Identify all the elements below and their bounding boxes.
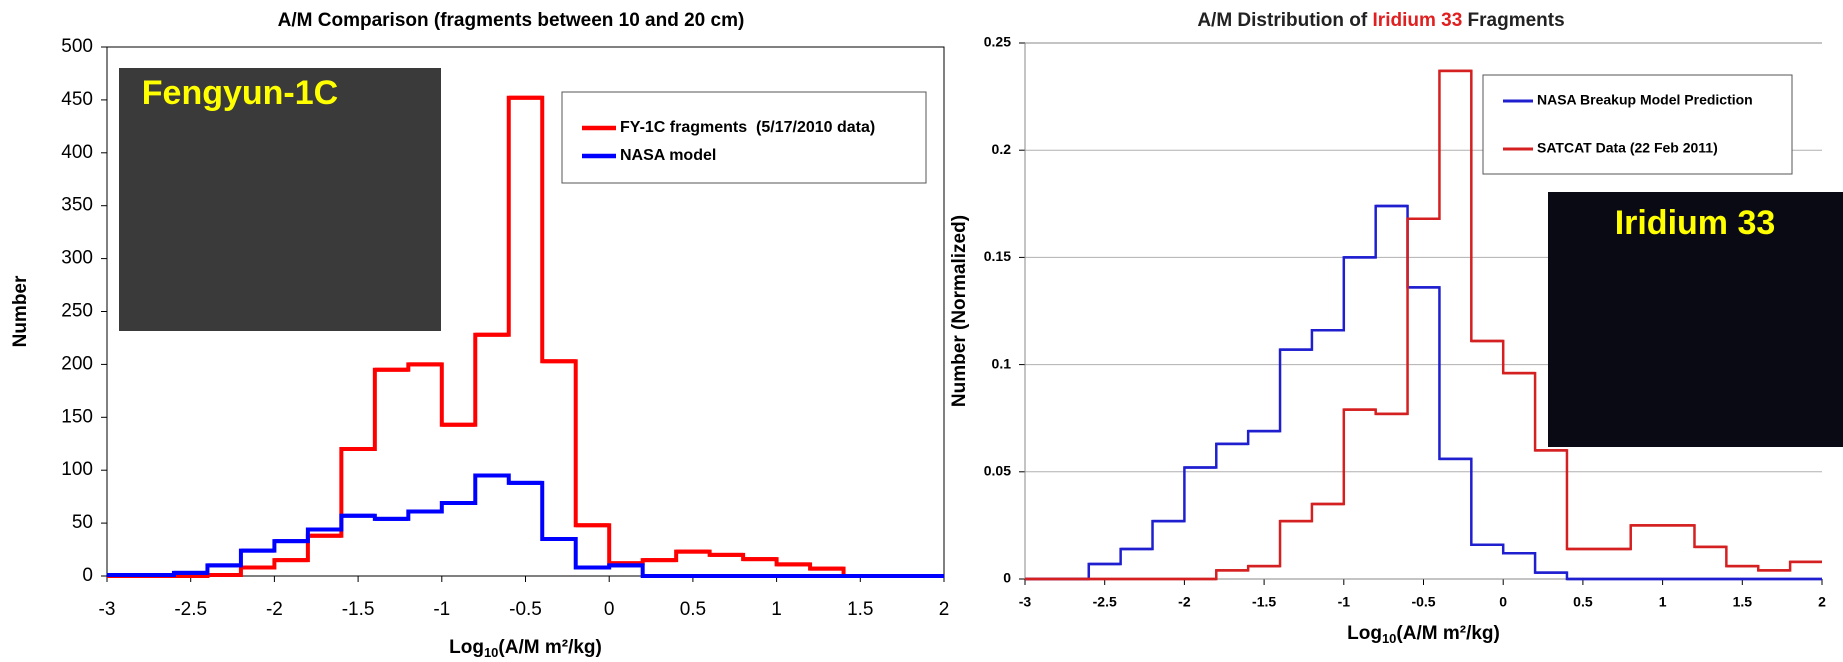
y-axis-label: Number [10, 275, 31, 347]
inset-label: Iridium 33 [1615, 204, 1776, 242]
x-tick-label: -1.5 [342, 599, 375, 620]
x-tick-label: 1 [771, 599, 782, 620]
y-tick-label: 0.15 [984, 248, 1011, 264]
x-tick-label: -3 [99, 599, 116, 620]
inset-photo [1548, 192, 1843, 447]
y-tick-label: 450 [61, 89, 93, 110]
title-part: A/M Comparison (fragments between 10 and… [278, 10, 745, 31]
x-tick-label: 0.5 [1573, 594, 1593, 610]
x-axis-label: Log10(A/M m²/kg) [1347, 623, 1500, 646]
chart-title: A/M Comparison (fragments between 10 and… [278, 10, 745, 31]
inset-photo [119, 68, 441, 331]
x-tick-label: -2.5 [1093, 594, 1117, 610]
y-tick-label: 0.2 [992, 141, 1012, 157]
x-tick-label: -1 [1338, 594, 1351, 610]
legend-label: SATCAT Data (22 Feb 2011) [1537, 140, 1718, 156]
y-tick-label: 0.25 [984, 34, 1011, 50]
x-label-rest: (A/M m²/kg) [498, 637, 601, 658]
x-tick-label: -0.5 [1411, 594, 1435, 610]
x-tick-label: -0.5 [509, 599, 542, 620]
x-tick-label: 0 [604, 599, 615, 620]
title-part: Iridium 33 [1373, 10, 1463, 31]
x-tick-label: 1.5 [1733, 594, 1753, 610]
x-tick-label: 1 [1659, 594, 1667, 610]
x-label-base: Log [449, 637, 484, 658]
x-axis-label: Log10(A/M m²/kg) [449, 637, 602, 660]
x-label-rest: (A/M m²/kg) [1396, 623, 1499, 644]
y-tick-label: 200 [61, 353, 93, 374]
x-label-sub: 10 [1382, 631, 1396, 646]
y-tick-label: 0 [1003, 570, 1011, 586]
x-tick-label: -2.5 [174, 599, 207, 620]
y-tick-label: 500 [61, 36, 93, 57]
y-tick-label: 400 [61, 142, 93, 163]
x-tick-label: -2 [1178, 594, 1191, 610]
x-tick-label: -3 [1019, 594, 1032, 610]
y-tick-label: 0.1 [992, 355, 1012, 371]
step-connector [107, 473, 944, 578]
legend-label: NASA model [620, 147, 716, 164]
y-tick-label: 0 [82, 565, 93, 586]
title-part: Fragments [1462, 10, 1564, 31]
x-tick-label: 1.5 [847, 599, 873, 620]
y-tick-label: 350 [61, 195, 93, 216]
title-part: A/M Distribution of [1197, 10, 1372, 31]
y-tick-label: 50 [72, 512, 93, 533]
x-label-base: Log [1347, 623, 1382, 644]
x-tick-label: -1 [433, 599, 450, 620]
x-tick-label: 0.5 [680, 599, 706, 620]
plot-frame [106, 46, 945, 577]
chart-title: A/M Distribution of Iridium 33 Fragments [1197, 10, 1564, 31]
legend-label: FY-1C fragments (5/17/2010 data) [620, 119, 875, 136]
x-label-sub: 10 [484, 645, 498, 660]
inset-label: Fengyun-1C [142, 74, 338, 112]
y-tick-label: 100 [61, 459, 93, 480]
y-tick-label: 250 [61, 301, 93, 322]
legend-label: NASA Breakup Model Prediction [1537, 92, 1753, 108]
y-tick-label: 0.05 [984, 463, 1011, 479]
x-tick-label: 0 [1499, 594, 1507, 610]
legend-box [1482, 74, 1793, 175]
x-tick-label: -1.5 [1252, 594, 1276, 610]
y-tick-label: 150 [61, 406, 93, 427]
legend-box [561, 91, 927, 184]
x-tick-label: -2 [266, 599, 283, 620]
x-tick-label: 2 [1818, 594, 1826, 610]
y-tick-label: 300 [61, 248, 93, 269]
x-tick-label: 2 [939, 599, 950, 620]
y-axis-label: Number (Normalized) [949, 215, 970, 407]
